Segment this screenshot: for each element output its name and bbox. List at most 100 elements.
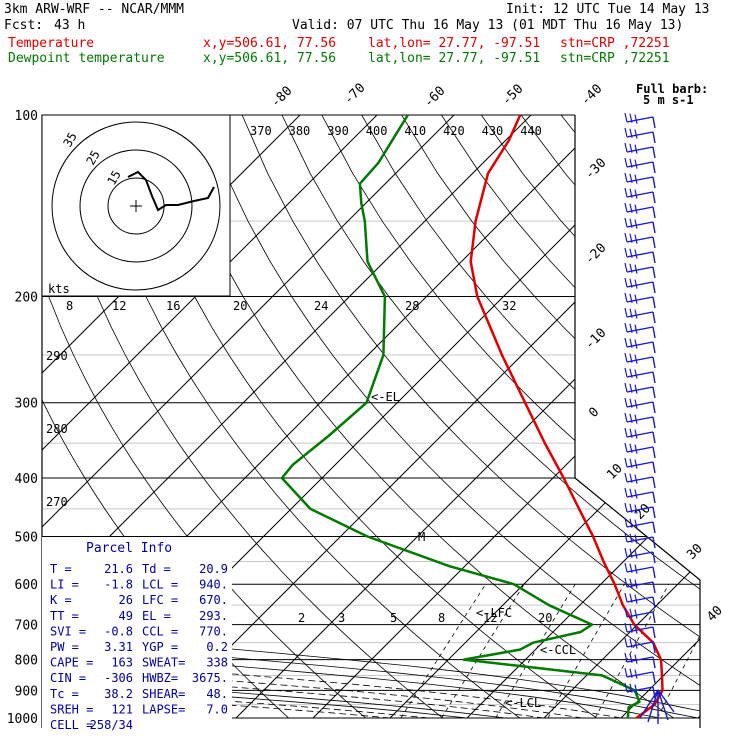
wind-barb-staff	[652, 476, 656, 489]
pressure-tick-label: 100	[15, 109, 38, 124]
wind-barb-flag	[624, 127, 628, 138]
m-marker: M	[418, 530, 425, 544]
theta-e-label: 390	[327, 124, 349, 138]
wind-barb-staff	[652, 581, 656, 594]
wind-barb-staff	[652, 596, 656, 609]
dry-adiabat	[640, 115, 700, 719]
theta-e-label: 410	[404, 124, 426, 138]
pressure-tick-label: 600	[15, 578, 38, 593]
mixing-ratio-line	[400, 583, 486, 719]
wind-barb-flag	[629, 278, 633, 288]
dry-adiabat	[82, 115, 520, 719]
wind-barb-flag	[634, 444, 638, 454]
wind-barb-flag	[634, 519, 638, 529]
wind-barb-flag	[624, 232, 628, 243]
wind-barb-flag	[634, 294, 638, 304]
wind-barb-flag	[634, 684, 638, 694]
parcel-info-key: K =	[50, 593, 72, 607]
wind-barb-staff	[652, 566, 656, 579]
wind-barb-flag	[624, 547, 628, 558]
parcel-info-value: -1.8	[104, 578, 133, 592]
wind-barb-flag	[634, 459, 638, 469]
lcl-marker: <-LCL	[505, 696, 541, 710]
wind-barb-flag	[624, 607, 628, 618]
wind-barb-flag	[624, 112, 628, 123]
wind-barb-flag	[624, 517, 628, 528]
init-time: Init: 12 UTC Tue 14 May 13	[506, 2, 710, 17]
wind-barb-staff	[652, 161, 656, 174]
wind-barb-flag	[629, 548, 633, 558]
wind-barb-flag	[634, 279, 638, 289]
wind-barb-flag	[634, 189, 638, 199]
wind-barb-flag	[629, 143, 633, 153]
wind-barb-flag	[634, 654, 638, 664]
wind-barb-staff	[652, 491, 656, 504]
wind-barb-flag	[629, 353, 633, 363]
theta-e-label: 420	[443, 124, 465, 138]
wind-barb-flag	[634, 579, 638, 589]
mixing-ratio-label: 5	[390, 611, 397, 625]
hodograph-trace	[127, 170, 215, 212]
wind-barb-flag	[629, 368, 633, 378]
parcel-info-box	[42, 537, 232, 728]
parcel-info-key: YGP =	[142, 640, 178, 654]
wind-barb-flag	[629, 458, 633, 468]
wind-barb-flag	[624, 592, 628, 603]
wind-barb-flag	[629, 608, 633, 618]
isotherm	[42, 115, 455, 719]
valid-time: Valid: 07 UTC Thu 16 May 13 (01 MDT Thu …	[292, 18, 684, 33]
wind-barb-flag	[629, 218, 633, 228]
wind-barb-flag	[624, 337, 628, 348]
wind-barb-flag	[634, 564, 638, 574]
wind-barb-staff	[652, 131, 656, 144]
pressure-tick-label: 800	[15, 654, 38, 669]
mixing-ratio-label: 3	[338, 611, 345, 625]
parcel-info-key: SWEAT=	[142, 656, 185, 670]
isotherm	[42, 115, 532, 719]
parcel-info-key: SREH =	[50, 702, 93, 716]
temperature-latlon: lat,lon= 27.77, -97.51	[368, 36, 541, 51]
pressure-tick-label: 700	[15, 619, 38, 634]
wind-barb-flag	[629, 323, 633, 333]
wind-barb-flag	[634, 324, 638, 334]
wind-barb-flag	[629, 683, 633, 693]
wind-barb-flag	[624, 457, 628, 468]
wind-barb-staff	[652, 536, 656, 549]
wind-barb-flag	[634, 219, 638, 229]
wind-barb-flag	[634, 144, 638, 154]
parcel-info-value: 21.6	[104, 562, 133, 576]
wind-barb-staff	[652, 116, 656, 129]
wind-barb-flag	[624, 307, 628, 318]
dry-adiabat	[441, 115, 700, 719]
wind-barb-staff	[652, 356, 656, 369]
parcel-info-key: Td =	[142, 562, 171, 576]
isotherm	[42, 115, 378, 719]
ccl-marker: <-CCL	[540, 643, 576, 657]
wind-barb-flag	[629, 128, 633, 138]
isotherm-label: 30	[684, 541, 706, 563]
pressure-tick-label: 900	[15, 684, 38, 699]
isotherm-label: -80	[268, 84, 295, 111]
hodograph-speed-tick: 20	[233, 299, 247, 313]
isotherm-label: -20	[582, 241, 609, 268]
wind-barb-flag	[634, 399, 638, 409]
mixing-ratio-label: 8	[438, 611, 445, 625]
wind-barb-flag	[629, 593, 633, 603]
wind-barb-staff	[652, 656, 656, 669]
theta-label: 290	[46, 349, 68, 363]
wind-barb-flag	[634, 429, 638, 439]
lfc-marker: <-LFC	[476, 606, 512, 620]
wind-barb-staff	[652, 311, 656, 324]
wind-barb-flag	[634, 534, 638, 544]
wind-barb-staff	[652, 416, 656, 429]
parcel-info-value: 3675.	[192, 671, 228, 685]
parcel-info-key: LAPSE=	[142, 702, 185, 716]
isotherm-label: -30	[582, 156, 609, 183]
wind-barb-flag	[634, 174, 638, 184]
wind-barb-flag	[634, 489, 638, 499]
wind-barb-flag	[629, 263, 633, 273]
dewpoint-xy: x,y=506.61, 77.56	[203, 51, 337, 66]
wind-barb-staff	[652, 146, 656, 159]
wind-barb-flag	[629, 413, 633, 423]
wind-barb-flag	[629, 398, 633, 408]
